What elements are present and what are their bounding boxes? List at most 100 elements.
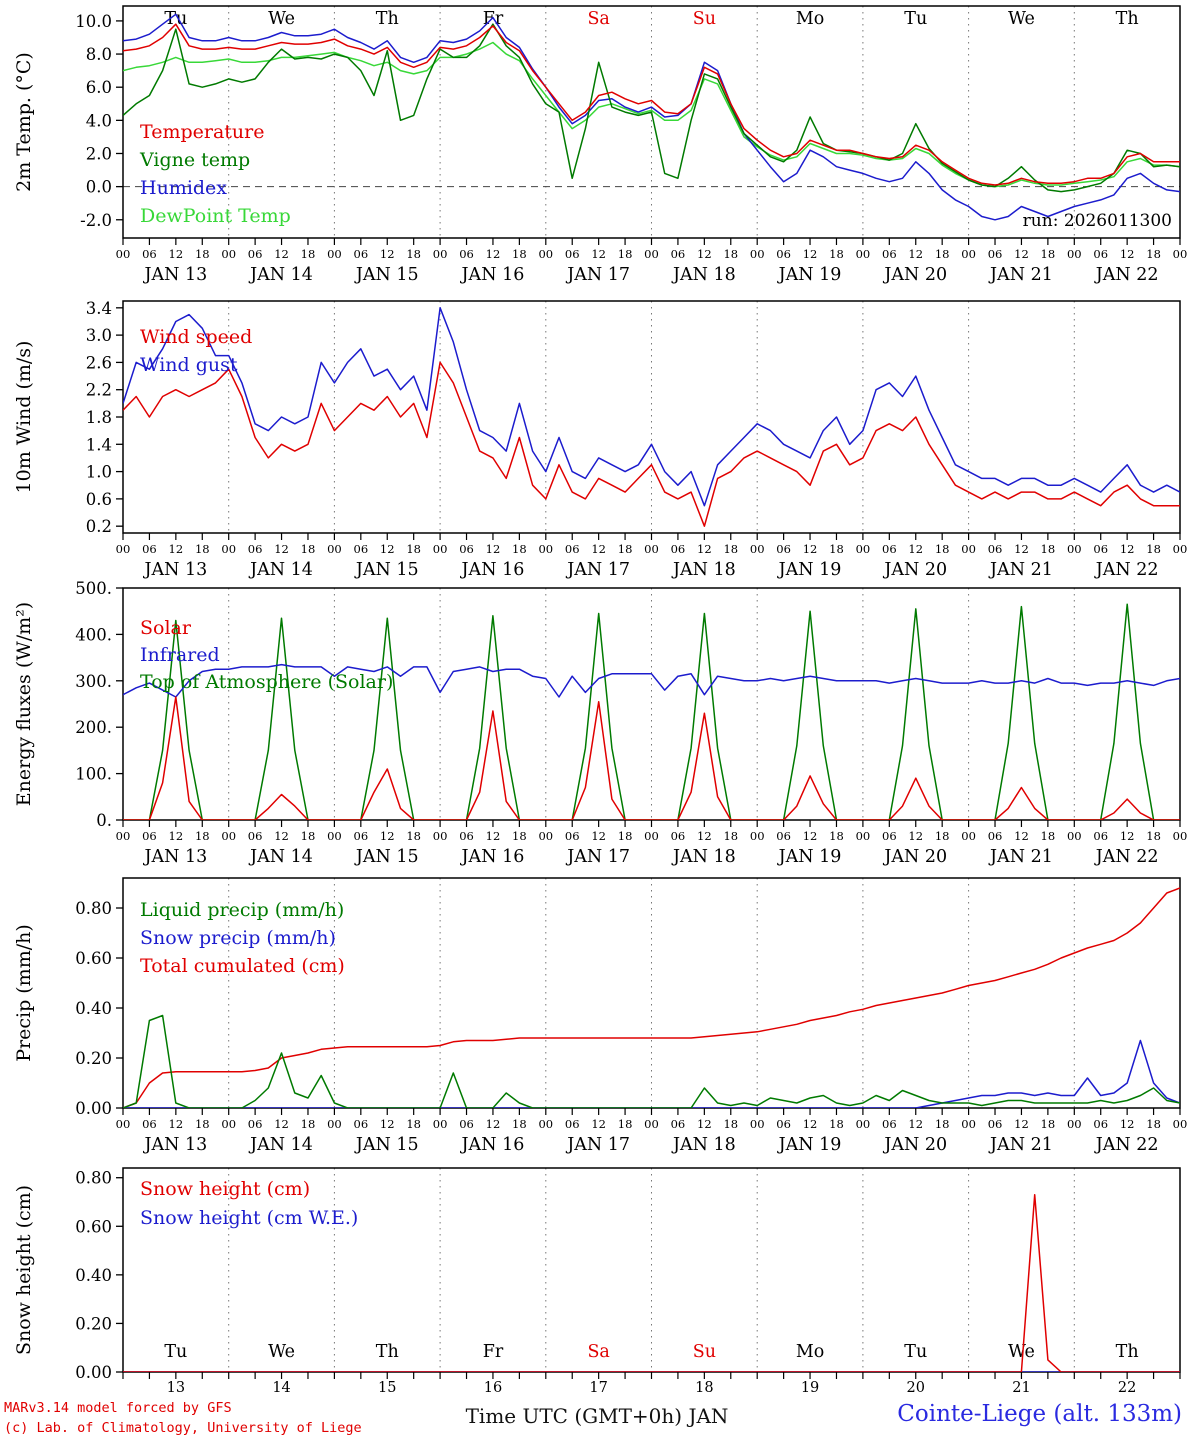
svg-text:18: 18 <box>1146 247 1161 261</box>
svg-text:JAN 16: JAN 16 <box>460 560 525 580</box>
svg-text:00: 00 <box>116 1117 131 1131</box>
svg-text:06: 06 <box>459 247 474 261</box>
svg-text:JAN 22: JAN 22 <box>1094 1135 1159 1155</box>
svg-text:JAN 17: JAN 17 <box>565 1135 630 1155</box>
svg-text:Mo: Mo <box>796 9 824 29</box>
svg-text:JAN 14: JAN 14 <box>248 560 313 580</box>
svg-text:300.: 300. <box>75 672 112 691</box>
svg-text:00: 00 <box>644 829 659 843</box>
svg-text:15: 15 <box>378 1380 396 1395</box>
svg-text:12: 12 <box>1120 247 1135 261</box>
svg-text:00: 00 <box>538 829 553 843</box>
svg-text:00: 00 <box>327 247 342 261</box>
svg-text:20: 20 <box>907 1380 925 1395</box>
svg-text:18: 18 <box>512 247 527 261</box>
svg-text:12: 12 <box>803 542 818 556</box>
svg-text:06: 06 <box>882 829 897 843</box>
svg-text:00: 00 <box>327 829 342 843</box>
svg-text:Th: Th <box>376 9 399 29</box>
svg-text:12: 12 <box>803 829 818 843</box>
svg-text:00: 00 <box>327 542 342 556</box>
svg-text:1.8: 1.8 <box>86 408 112 427</box>
svg-text:Snow height (cm W.E.): Snow height (cm W.E.) <box>140 1207 358 1229</box>
svg-text:1.0: 1.0 <box>86 463 112 482</box>
svg-text:00: 00 <box>1173 542 1188 556</box>
svg-text:12: 12 <box>1120 1117 1135 1131</box>
svg-text:Tu: Tu <box>164 9 187 29</box>
svg-text:JAN 22: JAN 22 <box>1094 560 1159 580</box>
svg-text:06: 06 <box>142 829 157 843</box>
svg-text:10.0: 10.0 <box>75 12 112 31</box>
svg-text:18: 18 <box>512 542 527 556</box>
svg-text:00: 00 <box>961 829 976 843</box>
svg-text:Infrared: Infrared <box>140 644 220 666</box>
svg-text:18: 18 <box>618 1117 633 1131</box>
svg-text:Snow precip (mm/h): Snow precip (mm/h) <box>140 927 336 949</box>
svg-text:00: 00 <box>116 542 131 556</box>
svg-text:6.0: 6.0 <box>86 78 112 97</box>
snow-height-panel-chart: 0.00 0.20 0.40 0.60 0.80 13 Tu 14 We 15 Th 16 Fr 17 Sa… <box>13 1167 1181 1395</box>
svg-text:00: 00 <box>1173 247 1188 261</box>
svg-text:JAN 14: JAN 14 <box>248 847 313 867</box>
svg-text:JAN 13: JAN 13 <box>142 1135 207 1155</box>
svg-text:18: 18 <box>695 1380 713 1395</box>
svg-text:12: 12 <box>697 542 712 556</box>
svg-text:00: 00 <box>750 247 765 261</box>
y-axis-label: Snow height (cm) <box>13 1185 35 1355</box>
svg-text:JAN 14: JAN 14 <box>248 1135 313 1155</box>
svg-text:12: 12 <box>169 1117 184 1131</box>
svg-text:Fr: Fr <box>483 1342 504 1362</box>
svg-text:06: 06 <box>882 1117 897 1131</box>
svg-text:Tu: Tu <box>904 1342 927 1362</box>
svg-text:06: 06 <box>459 542 474 556</box>
svg-text:2.0: 2.0 <box>86 144 112 163</box>
svg-text:18: 18 <box>301 542 316 556</box>
svg-text:0.40: 0.40 <box>75 1266 112 1285</box>
svg-text:run: 2026011300: run: 2026011300 <box>1023 211 1172 231</box>
svg-text:Total cumulated (cm): Total cumulated (cm) <box>140 955 345 977</box>
svg-text:18: 18 <box>1041 1117 1056 1131</box>
svg-text:JAN 20: JAN 20 <box>882 847 947 867</box>
svg-text:06: 06 <box>671 1117 686 1131</box>
svg-text:16: 16 <box>484 1380 502 1395</box>
station-name: Cointe-Liege (alt. 133m) <box>897 1401 1182 1427</box>
svg-text:12: 12 <box>591 1117 606 1131</box>
svg-text:12: 12 <box>1120 542 1135 556</box>
svg-text:12: 12 <box>697 829 712 843</box>
svg-text:2.2: 2.2 <box>86 381 112 400</box>
svg-text:12: 12 <box>697 1117 712 1131</box>
svg-text:06: 06 <box>1093 1117 1108 1131</box>
svg-text:18: 18 <box>723 1117 738 1131</box>
svg-text:06: 06 <box>354 542 369 556</box>
svg-text:Solar: Solar <box>140 617 192 639</box>
svg-text:18: 18 <box>301 1117 316 1131</box>
svg-text:06: 06 <box>459 829 474 843</box>
svg-text:12: 12 <box>380 247 395 261</box>
svg-text:06: 06 <box>882 542 897 556</box>
svg-text:JAN 21: JAN 21 <box>988 265 1053 285</box>
svg-text:06: 06 <box>565 247 580 261</box>
svg-text:18: 18 <box>195 829 210 843</box>
svg-text:JAN 18: JAN 18 <box>671 265 736 285</box>
svg-text:Wind gust: Wind gust <box>140 354 238 376</box>
svg-text:06: 06 <box>776 829 791 843</box>
svg-text:0.00: 0.00 <box>75 1099 112 1118</box>
svg-text:JAN 17: JAN 17 <box>565 265 630 285</box>
svg-text:00: 00 <box>221 1117 236 1131</box>
svg-text:18: 18 <box>512 1117 527 1131</box>
svg-text:JAN 17: JAN 17 <box>565 847 630 867</box>
svg-text:JAN 15: JAN 15 <box>354 265 419 285</box>
svg-text:0.0: 0.0 <box>86 178 112 197</box>
svg-text:12: 12 <box>274 542 289 556</box>
svg-text:JAN 15: JAN 15 <box>354 1135 419 1155</box>
svg-text:17: 17 <box>589 1380 607 1395</box>
svg-text:00: 00 <box>433 829 448 843</box>
svg-text:18: 18 <box>195 247 210 261</box>
svg-text:3.0: 3.0 <box>86 326 112 345</box>
svg-text:06: 06 <box>882 247 897 261</box>
svg-text:06: 06 <box>565 829 580 843</box>
svg-text:JAN 16: JAN 16 <box>460 265 525 285</box>
svg-text:JAN 19: JAN 19 <box>777 560 842 580</box>
svg-text:We: We <box>1008 9 1035 29</box>
svg-text:Humidex: Humidex <box>140 177 227 199</box>
